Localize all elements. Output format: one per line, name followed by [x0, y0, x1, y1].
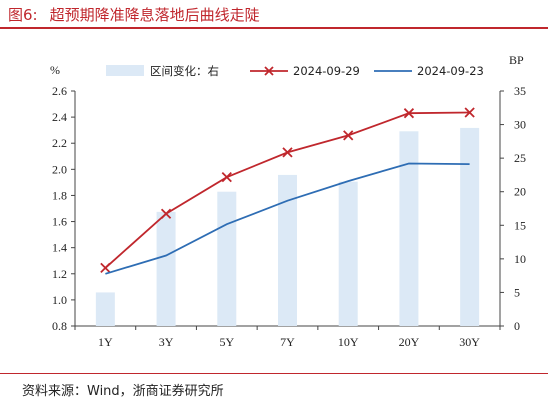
legend-label-2024-09-29: 2024-09-29	[293, 64, 360, 78]
x-tick-label: 30Y	[459, 335, 480, 349]
chart-axes: 0.8 1.0 1.2 1.4 1.6 1.8 2.0 2.2 2.4 2.6 0 5 10 15 20 25…	[50, 53, 526, 349]
bar-5Y	[217, 191, 237, 326]
bar-10Y	[338, 181, 358, 326]
chart-legend: 区间变化：右 2024-09-29 2024-09-23	[106, 64, 484, 78]
legend-swatch-bar	[106, 65, 144, 76]
figure-title: 图6: 超预期降准降息落地后曲线走陡	[8, 4, 260, 25]
legend-label-2024-09-23: 2024-09-23	[417, 64, 484, 78]
left-tick-label: 2.0	[52, 162, 67, 176]
point-2024-09-29-30Y	[464, 107, 475, 118]
figure-number: 图6:	[8, 6, 38, 24]
right-tick-label: 0	[514, 319, 520, 333]
bar-3Y	[156, 211, 176, 326]
right-tick-label: 25	[514, 151, 526, 165]
legend-marker-2024-09-29	[264, 66, 274, 76]
point-2024-09-29-7Y	[282, 147, 293, 158]
point-2024-09-29-3Y	[160, 208, 172, 219]
left-tick-label: 1.6	[52, 215, 67, 229]
left-tick-label: 2.6	[52, 84, 67, 98]
left-tick-label: 2.2	[52, 136, 67, 150]
right-tick-label: 20	[514, 185, 526, 199]
point-2024-09-29-1Y	[100, 262, 111, 274]
point-2024-09-29-20Y	[403, 108, 415, 119]
left-tick-label: 2.4	[52, 110, 67, 124]
left-axis-unit: %	[50, 63, 60, 77]
legend-label-bar: 区间变化：右	[150, 64, 219, 78]
right-tick-label: 30	[514, 118, 526, 132]
bar-series-group	[95, 127, 480, 326]
left-tick-label: 0.8	[52, 319, 67, 333]
right-tick-label: 15	[514, 218, 526, 232]
x-tick-label: 10Y	[338, 335, 359, 349]
bar-7Y	[278, 174, 297, 326]
x-tick-label: 5Y	[219, 335, 234, 349]
right-tick-label: 5	[514, 285, 520, 299]
left-tick-label: 1.0	[52, 293, 67, 307]
source-divider	[0, 373, 548, 374]
right-tick-label: 35	[514, 84, 526, 98]
bar-1Y	[95, 292, 115, 326]
left-tick-label: 1.4	[52, 241, 67, 255]
point-2024-09-29-10Y	[343, 130, 354, 141]
source-note: 资料来源：Wind，浙商证券研究所	[22, 384, 224, 399]
x-tick-label: 3Y	[159, 335, 174, 349]
title-divider	[0, 27, 548, 29]
bar-20Y	[399, 131, 419, 326]
x-tick-label: 1Y	[98, 335, 113, 349]
x-tick-label: 20Y	[399, 335, 420, 349]
left-tick-label: 1.8	[52, 188, 67, 202]
line-series-2024-09-23	[105, 162, 470, 275]
line-series-group	[100, 107, 475, 275]
right-axis-unit: BP	[509, 53, 524, 67]
right-tick-label: 10	[514, 252, 526, 266]
figure-title-text: 超预期降准降息落地后曲线走陡	[49, 6, 260, 24]
bar-30Y	[460, 127, 480, 326]
point-2024-09-29-5Y	[221, 172, 232, 183]
x-tick-label: 7Y	[280, 335, 295, 349]
left-tick-label: 1.2	[52, 267, 67, 281]
